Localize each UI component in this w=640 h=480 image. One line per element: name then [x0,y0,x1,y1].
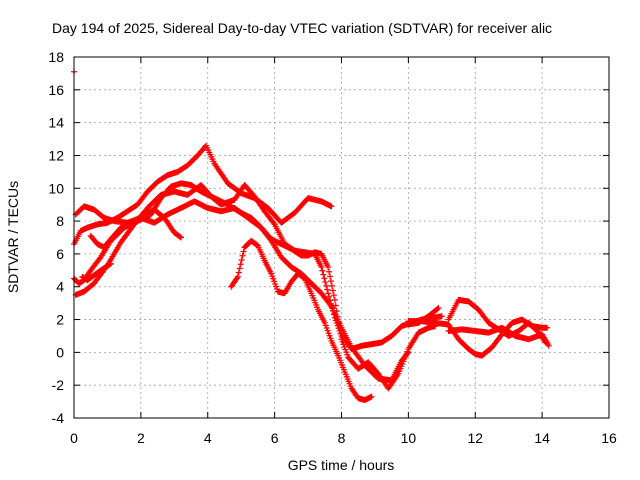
data-point [331,296,338,303]
x-tick-label: 6 [271,430,279,446]
y-tick-label: 8 [56,213,64,229]
grid [74,57,609,418]
data-point [235,269,242,276]
data-point [328,304,335,311]
data-series [72,181,445,353]
data-point [544,324,551,331]
x-tick-label: 0 [70,430,78,446]
data-point [330,292,337,299]
data-point [321,275,328,282]
data-series [445,324,552,349]
data-point [330,311,337,318]
data-point [328,282,335,289]
data-point [177,233,184,240]
data-marks [71,68,552,403]
y-tick-label: 0 [56,344,64,360]
data-point [324,286,331,293]
data-point [240,248,247,255]
data-series [79,260,114,284]
y-tick-label: -4 [52,410,65,426]
y-tick-label: 16 [48,82,64,98]
y-tick-label: 2 [56,312,64,328]
chart-title: Day 194 of 2025, Sidereal Day-to-day VTE… [52,20,552,36]
data-point [329,287,336,294]
data-series [72,198,439,392]
data-point [239,252,246,259]
data-series [405,305,442,328]
data-point [178,234,184,241]
x-tick-label: 8 [338,430,346,446]
x-tick-label: 16 [601,430,617,446]
data-point [435,305,442,312]
plot-frame [73,56,610,419]
data-point [326,293,333,300]
data-point [318,264,325,271]
data-point [333,308,340,315]
y-tick-label: 18 [48,49,64,65]
data-point [320,271,327,278]
data-series [228,237,375,403]
data-point [327,273,334,280]
x-tick-label: 14 [534,430,550,446]
data-point [335,319,342,326]
data-point [325,290,332,297]
y-axis-label: SDTVAR / TECUs [5,181,21,293]
x-tick-label: 10 [401,430,417,446]
data-point [327,278,334,285]
y-tick-label: -2 [52,377,65,393]
data-point [332,302,339,309]
data-point [336,324,343,331]
data-point [434,305,441,312]
data-point [319,267,326,274]
data-point [237,261,244,268]
data-point [323,282,330,289]
data-point [270,220,277,227]
y-tick-label: 10 [48,180,64,196]
data-point [322,279,329,286]
x-tick-label: 2 [137,430,145,446]
y-tick-label: 4 [56,279,64,295]
x-tick-label: 12 [467,430,483,446]
data-point [334,313,341,320]
x-axis-label: GPS time / hours [288,457,395,473]
x-tick-label: 4 [204,430,212,446]
axis-ticks: 0 2 4 6 8 10 12 14 16 -4 -2 0 2 4 6 8 10 12 14 16 18 [48,49,617,446]
y-tick-label: 12 [48,147,64,163]
data-point [326,268,333,275]
data-point [234,273,241,280]
data-point [107,260,114,267]
data-point [327,300,334,307]
data-point [337,330,344,337]
data-point [238,257,245,264]
data-point [438,313,445,320]
data-point [328,203,335,210]
data-point [368,393,375,400]
data-point [106,261,113,268]
data-point [325,264,332,271]
y-tick-label: 14 [48,115,64,131]
data-point [236,265,243,272]
data-point [545,342,552,349]
y-tick-label: 6 [56,246,64,262]
data-series [87,206,184,251]
